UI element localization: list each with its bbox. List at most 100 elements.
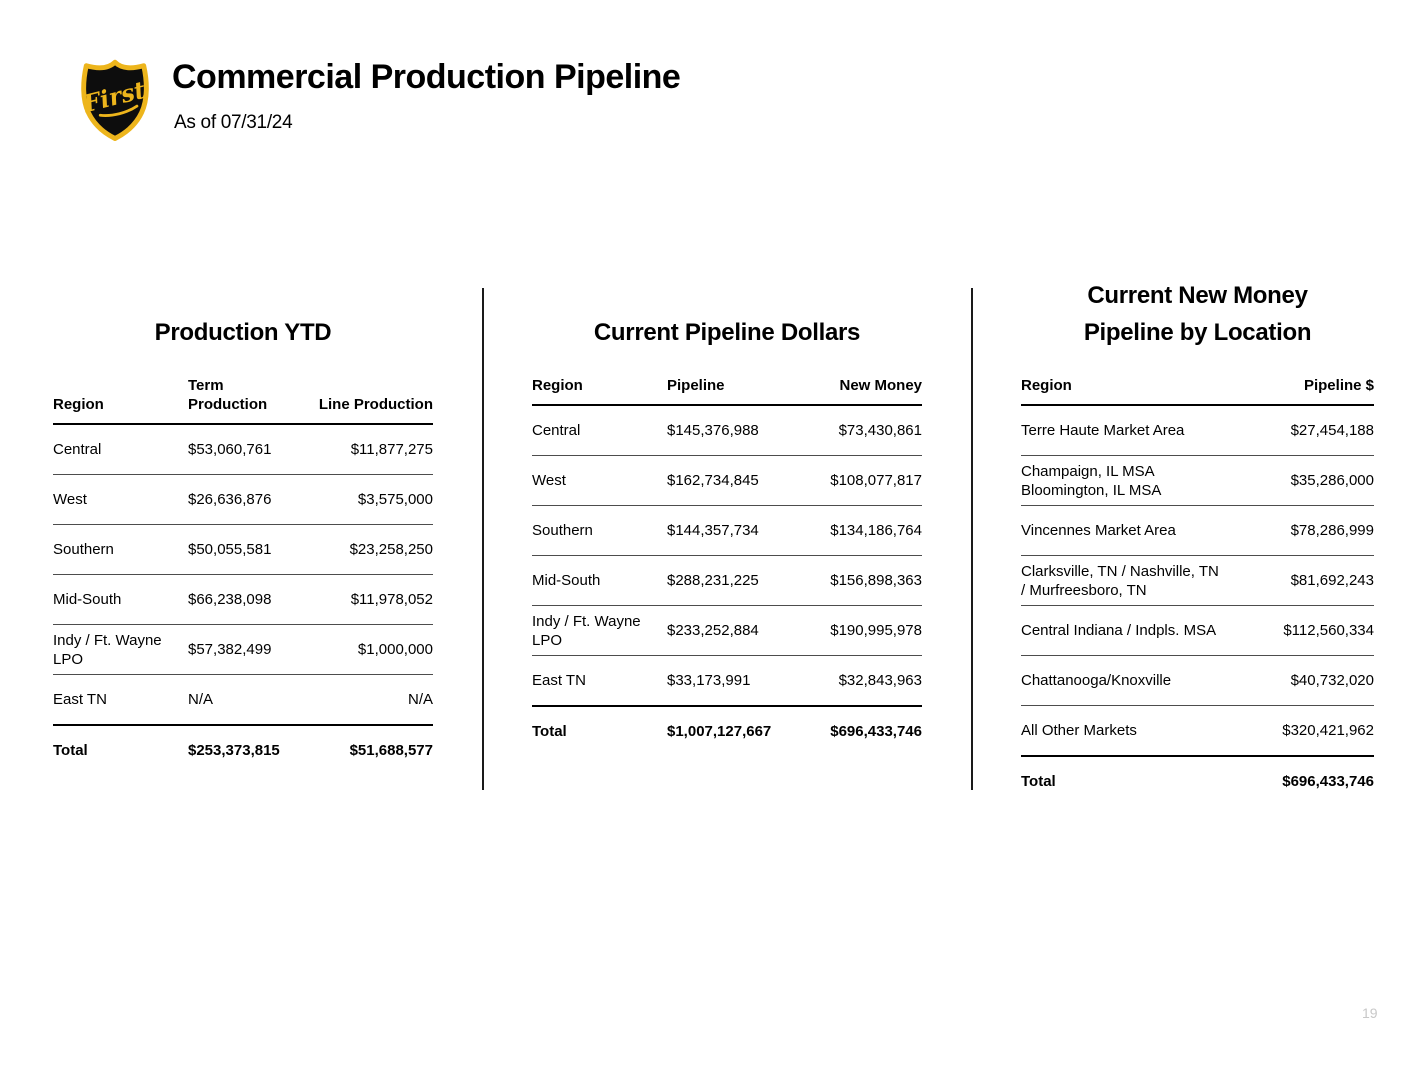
column-header: Region	[53, 376, 188, 425]
region-cell: Champaign, IL MSA Bloomington, IL MSA	[1021, 455, 1264, 506]
value-cell: $26,636,876	[188, 474, 311, 525]
table-row: Champaign, IL MSA Bloomington, IL MSA $3…	[1021, 455, 1374, 506]
table-row: Terre Haute Market Area $27,454,188	[1021, 405, 1374, 456]
region-cell: Mid-South	[532, 555, 667, 606]
total-label-cell: Total	[1021, 755, 1264, 806]
table-row: Clarksville, TN / Nashville, TN / Murfre…	[1021, 555, 1374, 606]
region-cell: Central	[53, 424, 188, 475]
value-cell: $53,060,761	[188, 424, 311, 475]
current-pipeline-dollars-table: Region Pipeline New Money Central $145,3…	[532, 376, 922, 756]
table-row: Central $145,376,988 $73,430,861	[532, 405, 922, 456]
page-title: Commercial Production Pipeline	[172, 58, 681, 96]
total-label-cell: Total	[53, 724, 188, 775]
table-row: Central Indiana / Indpls. MSA $112,560,3…	[1021, 605, 1374, 656]
table-row: East TN N/A N/A	[53, 674, 433, 726]
total-value-cell: $696,433,746	[805, 705, 922, 756]
value-cell: $40,732,020	[1264, 655, 1374, 706]
value-cell: $33,173,991	[667, 655, 805, 707]
table-header-row: Region Pipeline $	[1021, 376, 1374, 406]
value-cell: $50,055,581	[188, 524, 311, 575]
new-money-by-location-title: Current New Money Pipeline by Location	[1083, 282, 1312, 346]
value-cell: $23,258,250	[311, 524, 433, 575]
page-subtitle: As of 07/31/24	[174, 112, 293, 133]
value-cell: N/A	[311, 674, 433, 726]
column-header: Line Production	[311, 376, 433, 425]
value-cell: $108,077,817	[805, 455, 922, 506]
value-cell: $81,692,243	[1264, 555, 1374, 606]
total-row: Total $696,433,746	[1021, 755, 1374, 806]
production-ytd-title: Production YTD	[154, 319, 332, 346]
table-header-row: Region Term Production Line Production	[53, 376, 433, 425]
region-cell: Terre Haute Market Area	[1021, 405, 1264, 456]
page-number: 19	[1362, 1005, 1378, 1021]
total-value-cell: $253,373,815	[188, 724, 311, 775]
table-row: Chattanooga/Knoxville $40,732,020	[1021, 655, 1374, 706]
value-cell: $112,560,334	[1264, 605, 1374, 656]
value-cell: $3,575,000	[311, 474, 433, 525]
table-row: West $162,734,845 $108,077,817	[532, 455, 922, 506]
value-cell: $145,376,988	[667, 405, 805, 456]
region-cell: All Other Markets	[1021, 705, 1264, 757]
table-row: All Other Markets $320,421,962	[1021, 705, 1374, 757]
value-cell: $57,382,499	[188, 624, 311, 675]
value-cell: $288,231,225	[667, 555, 805, 606]
region-cell: Mid-South	[53, 574, 188, 625]
total-label-cell: Total	[532, 705, 667, 756]
table-row: West $26,636,876 $3,575,000	[53, 474, 433, 525]
new-money-by-location-table: Region Pipeline $ Terre Haute Market Are…	[1021, 376, 1374, 806]
table-row: Mid-South $288,231,225 $156,898,363	[532, 555, 922, 606]
region-cell: Indy / Ft. Wayne LPO	[532, 605, 667, 656]
value-cell: $73,430,861	[805, 405, 922, 456]
table-row: Central $53,060,761 $11,877,275	[53, 424, 433, 475]
value-cell: $134,186,764	[805, 505, 922, 556]
column-header: Pipeline $	[1264, 376, 1374, 406]
region-cell: East TN	[53, 674, 188, 726]
region-cell: Indy / Ft. Wayne LPO	[53, 624, 188, 675]
total-row: Total $253,373,815 $51,688,577	[53, 724, 433, 775]
first-shield-logo: First	[80, 56, 150, 144]
value-cell: $233,252,884	[667, 605, 805, 656]
table-header-row: Region Pipeline New Money	[532, 376, 922, 406]
value-cell: N/A	[188, 674, 311, 726]
value-cell: $11,978,052	[311, 574, 433, 625]
value-cell: $162,734,845	[667, 455, 805, 506]
column-header: Region	[532, 376, 667, 406]
production-ytd-table: Region Term Production Line Production C…	[53, 376, 433, 775]
region-cell: Chattanooga/Knoxville	[1021, 655, 1264, 706]
region-cell: Central	[532, 405, 667, 456]
table-row: Vincennes Market Area $78,286,999	[1021, 505, 1374, 556]
column-header: Region	[1021, 376, 1264, 406]
column-header: Term Production	[188, 376, 311, 425]
region-cell: West	[53, 474, 188, 525]
value-cell: $66,238,098	[188, 574, 311, 625]
value-cell: $144,357,734	[667, 505, 805, 556]
column-header: New Money	[805, 376, 922, 406]
value-cell: $11,877,275	[311, 424, 433, 475]
value-cell: $78,286,999	[1264, 505, 1374, 556]
column-header: Pipeline	[667, 376, 805, 406]
region-cell: Southern	[532, 505, 667, 556]
region-cell: Southern	[53, 524, 188, 575]
region-cell: Central Indiana / Indpls. MSA	[1021, 605, 1264, 656]
table-row: Southern $144,357,734 $134,186,764	[532, 505, 922, 556]
total-value-cell: $1,007,127,667	[667, 705, 805, 756]
value-cell: $156,898,363	[805, 555, 922, 606]
region-cell: East TN	[532, 655, 667, 707]
value-cell: $1,000,000	[311, 624, 433, 675]
table-row: Indy / Ft. Wayne LPO $57,382,499 $1,000,…	[53, 624, 433, 675]
total-value-cell: $696,433,746	[1264, 755, 1374, 806]
value-cell: $190,995,978	[805, 605, 922, 656]
region-cell: Vincennes Market Area	[1021, 505, 1264, 556]
value-cell: $27,454,188	[1264, 405, 1374, 456]
current-pipeline-dollars-title: Current Pipeline Dollars	[593, 319, 861, 346]
value-cell: $35,286,000	[1264, 455, 1374, 506]
shield-icon: First	[80, 59, 149, 141]
table-row: Southern $50,055,581 $23,258,250	[53, 524, 433, 575]
value-cell: $320,421,962	[1264, 705, 1374, 757]
table-row: Indy / Ft. Wayne LPO $233,252,884 $190,9…	[532, 605, 922, 656]
table-row: East TN $33,173,991 $32,843,963	[532, 655, 922, 707]
table-row: Mid-South $66,238,098 $11,978,052	[53, 574, 433, 625]
section-divider	[971, 288, 973, 790]
total-value-cell: $51,688,577	[311, 724, 433, 775]
